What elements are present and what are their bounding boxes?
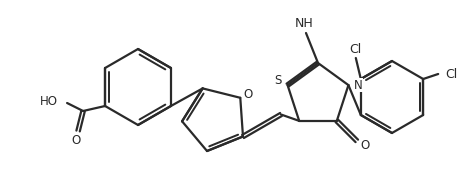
Text: O: O <box>244 88 253 101</box>
Text: HO: HO <box>40 94 58 108</box>
Text: NH: NH <box>295 16 313 30</box>
Text: Cl: Cl <box>350 42 362 56</box>
Text: Cl: Cl <box>445 68 457 80</box>
Text: O: O <box>72 134 81 146</box>
Text: S: S <box>274 74 281 87</box>
Text: N: N <box>354 79 363 92</box>
Text: O: O <box>360 139 369 152</box>
